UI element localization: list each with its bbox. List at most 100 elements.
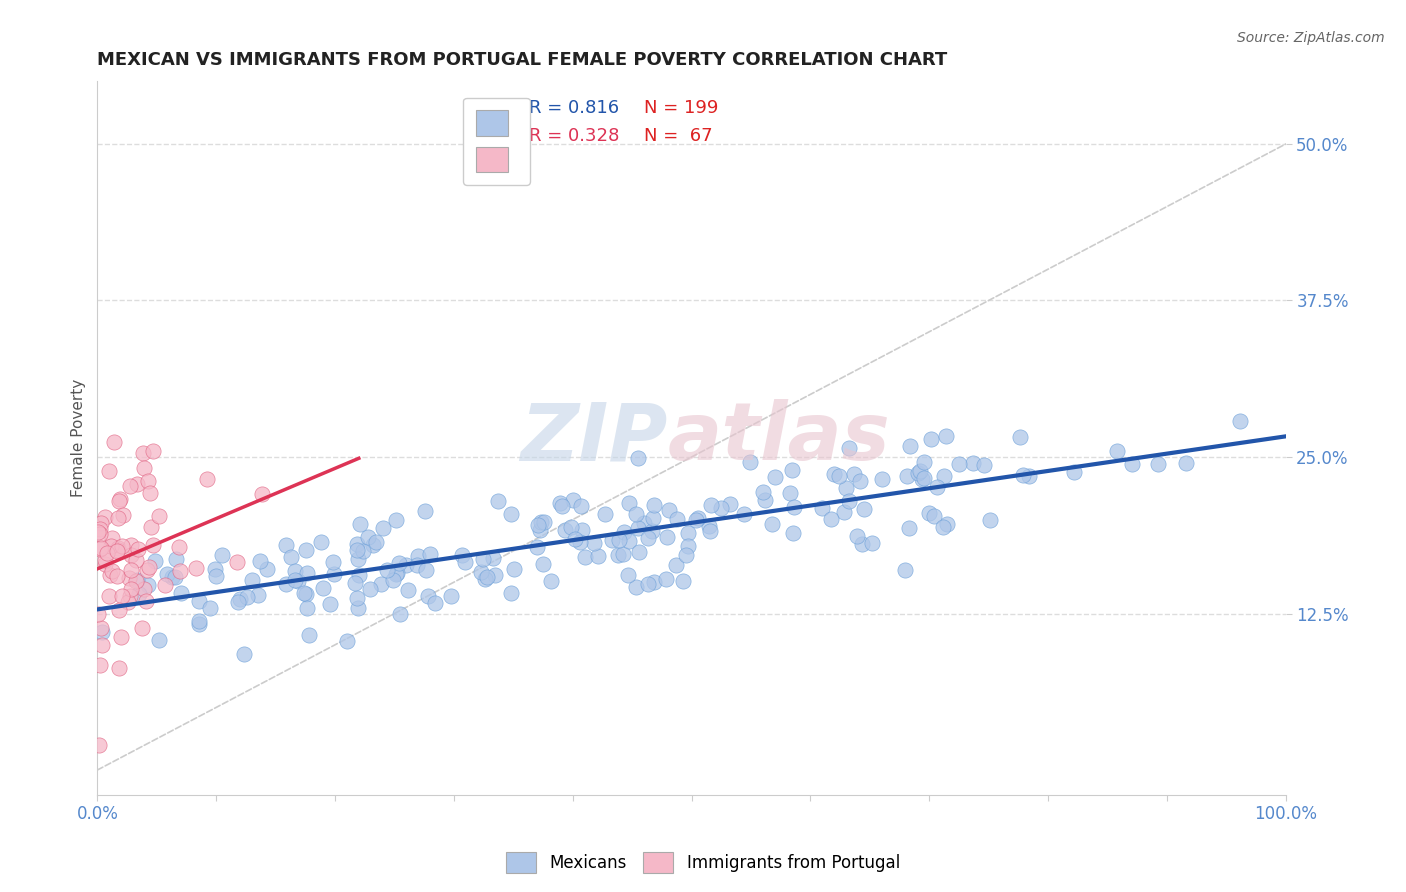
- Point: [1018, 469, 1040, 483]
- Point: [169, 564, 191, 578]
- Point: [894, 563, 917, 577]
- Point: [574, 549, 596, 564]
- Point: [962, 456, 984, 470]
- Point: [846, 529, 869, 543]
- Point: [588, 549, 610, 563]
- Point: [844, 467, 866, 481]
- Point: [94, 510, 117, 524]
- Point: [700, 498, 723, 512]
- Point: [628, 545, 651, 559]
- Point: [107, 543, 129, 558]
- Point: [375, 563, 398, 577]
- Point: [1063, 466, 1085, 480]
- Point: [94, 553, 117, 567]
- Point: [184, 561, 207, 575]
- Point: [1147, 458, 1170, 472]
- Point: [569, 499, 592, 513]
- Point: [475, 570, 498, 584]
- Point: [111, 589, 134, 603]
- Point: [138, 560, 160, 574]
- Point: [672, 574, 695, 589]
- Point: [132, 446, 155, 460]
- Point: [343, 576, 366, 591]
- Point: [686, 510, 709, 524]
- Point: [108, 493, 131, 508]
- Point: [94, 557, 117, 571]
- Text: R = 0.328: R = 0.328: [529, 127, 619, 145]
- Point: [948, 458, 970, 472]
- Point: [87, 524, 110, 539]
- Point: [155, 578, 177, 592]
- Text: R = 0.816: R = 0.816: [529, 99, 619, 117]
- Point: [118, 479, 141, 493]
- Point: [142, 444, 165, 458]
- Point: [120, 538, 142, 552]
- Point: [685, 513, 707, 527]
- Point: [811, 501, 834, 516]
- Point: [699, 524, 721, 538]
- Point: [633, 516, 655, 531]
- Point: [373, 521, 395, 535]
- Point: [256, 562, 278, 576]
- Point: [935, 516, 957, 531]
- Point: [211, 548, 233, 562]
- Point: [502, 562, 524, 576]
- Point: [323, 567, 346, 582]
- Point: [162, 570, 184, 584]
- Point: [319, 597, 342, 611]
- Point: [454, 555, 477, 569]
- Point: [89, 526, 111, 541]
- Point: [295, 587, 318, 601]
- Point: [820, 512, 842, 526]
- Point: [347, 552, 370, 566]
- Point: [111, 539, 134, 553]
- Point: [675, 548, 697, 562]
- Point: [761, 517, 783, 532]
- Point: [135, 594, 157, 608]
- Point: [89, 522, 111, 536]
- Point: [413, 504, 436, 518]
- Point: [678, 539, 700, 553]
- Point: [676, 525, 699, 540]
- Point: [336, 633, 359, 648]
- Point: [394, 558, 416, 572]
- Point: [295, 566, 318, 580]
- Point: [779, 486, 801, 500]
- Point: [347, 568, 370, 582]
- Point: [284, 564, 307, 578]
- Point: [280, 549, 302, 564]
- Point: [918, 506, 941, 520]
- Point: [896, 468, 918, 483]
- Legend: , : ,: [463, 97, 530, 185]
- Point: [165, 570, 187, 584]
- Point: [838, 494, 860, 508]
- Point: [406, 558, 429, 572]
- Point: [529, 523, 551, 537]
- Point: [849, 474, 872, 488]
- Point: [607, 548, 630, 562]
- Point: [274, 576, 297, 591]
- Point: [117, 595, 139, 609]
- Point: [148, 632, 170, 647]
- Point: [763, 470, 786, 484]
- Point: [907, 466, 929, 480]
- Point: [561, 492, 583, 507]
- Point: [233, 647, 256, 661]
- Point: [346, 591, 368, 606]
- Point: [295, 600, 318, 615]
- Point: [246, 588, 269, 602]
- Point: [107, 511, 129, 525]
- Point: [284, 573, 307, 587]
- Point: [619, 534, 641, 549]
- Point: [148, 509, 170, 524]
- Point: [249, 554, 271, 568]
- Point: [105, 544, 128, 558]
- Point: [1229, 414, 1251, 428]
- Point: [1107, 443, 1129, 458]
- Point: [828, 468, 851, 483]
- Point: [108, 661, 131, 675]
- Point: [312, 581, 335, 595]
- Text: ZIP: ZIP: [520, 400, 668, 477]
- Point: [627, 520, 650, 534]
- Point: [100, 539, 122, 553]
